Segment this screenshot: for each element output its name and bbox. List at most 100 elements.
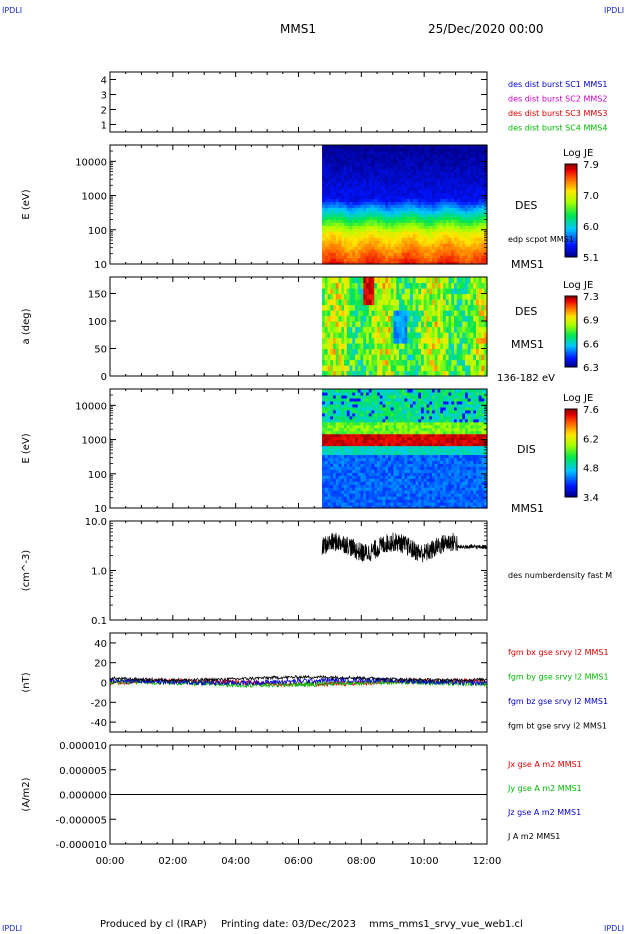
heatmap-cell: [335, 213, 340, 217]
heatmap-cell: [341, 234, 345, 238]
heatmap-cell: [421, 332, 425, 339]
heatmap-cell: [324, 481, 329, 485]
heatmap-cell: [412, 258, 417, 262]
heatmap-cell: [448, 180, 452, 185]
heatmap-cell: [333, 406, 337, 411]
heatmap-cell: [366, 219, 370, 223]
heatmap-cell: [396, 288, 400, 295]
heatmap-cell: [459, 258, 463, 262]
heatmap-cell: [363, 348, 367, 355]
heatmap-cell: [327, 448, 331, 453]
heatmap-cell: [399, 261, 403, 265]
heatmap-cell: [459, 225, 463, 229]
heatmap-cell: [371, 439, 375, 444]
heatmap-cell: [363, 499, 367, 503]
heatmap-cell: [349, 171, 353, 176]
heatmap-cell: [377, 326, 381, 333]
heatmap-cell: [338, 201, 342, 206]
heatmap-cell: [379, 168, 384, 173]
heatmap-cell: [445, 354, 450, 361]
heatmap-cell: [473, 171, 477, 176]
heatmap-cell: [478, 231, 483, 235]
heatmap-cell: [341, 354, 345, 361]
heatmap-cell: [355, 159, 359, 164]
heatmap-cell: [349, 240, 353, 244]
heatmap-cell: [363, 505, 367, 509]
heatmap-cell: [349, 315, 353, 322]
heatmap-cell: [459, 165, 463, 170]
heatmap-cell: [388, 231, 392, 235]
heatmap-cell: [437, 180, 441, 185]
heatmap-cell: [330, 145, 334, 149]
heatmap-cell: [393, 469, 397, 473]
heatmap-cell: [393, 207, 397, 212]
heatmap-cell: [352, 442, 356, 447]
heatmap-cell: [470, 145, 474, 149]
heatmap-cell: [327, 433, 331, 438]
heatmap-cell: [363, 400, 367, 405]
heatmap-cell: [440, 348, 444, 355]
heatmap-cell: [426, 216, 430, 220]
heatmap-cell: [357, 343, 362, 350]
heatmap-cell: [454, 243, 458, 247]
heatmap-cell: [484, 370, 488, 377]
heatmap-cell: [410, 282, 414, 289]
heatmap-cell: [330, 418, 334, 423]
heatmap-cell: [393, 415, 397, 420]
heatmap-cell: [484, 147, 488, 152]
heatmap-cell: [451, 222, 455, 226]
heatmap-cell: [388, 484, 392, 488]
heatmap-cell: [390, 469, 395, 473]
heatmap-cell: [360, 502, 364, 506]
heatmap-cell: [385, 490, 389, 494]
heatmap-cell: [484, 310, 488, 317]
heatmap-cell: [335, 150, 340, 155]
heatmap-cell: [385, 337, 389, 344]
heatmap-cell: [443, 216, 447, 220]
heatmap-cell: [407, 299, 411, 306]
heatmap-cell: [335, 255, 340, 259]
heatmap-cell: [401, 204, 406, 209]
heatmap-cell: [363, 394, 367, 399]
heatmap-cell: [363, 213, 367, 217]
heatmap-cell: [349, 156, 353, 161]
heatmap-cell: [363, 418, 367, 423]
heatmap-cell: [322, 359, 326, 366]
heatmap-cell: [388, 433, 392, 438]
heatmap-cell: [357, 466, 362, 470]
heatmap-cell: [465, 165, 469, 170]
heatmap-cell: [335, 445, 340, 450]
heatmap-cell: [426, 180, 430, 185]
heatmap-cell: [368, 228, 373, 232]
colorbar-tick-label-des_energy: 5.1: [583, 253, 599, 264]
heatmap-cell: [401, 219, 406, 223]
heatmap-cell: [470, 204, 474, 209]
heatmap-cell: [338, 189, 342, 194]
heatmap-cell: [404, 348, 408, 355]
heatmap-cell: [467, 213, 472, 217]
heatmap-cell: [385, 216, 389, 220]
heatmap-cell: [324, 180, 329, 185]
heatmap-cell: [456, 261, 461, 265]
heatmap-cell: [478, 147, 483, 152]
heatmap-cell: [363, 478, 367, 482]
heatmap-cell: [377, 255, 381, 259]
heatmap-cell: [363, 219, 367, 223]
heatmap-cell: [390, 180, 395, 185]
heatmap-cell: [432, 189, 436, 194]
heatmap-cell: [338, 293, 342, 300]
heatmap-cell: [333, 198, 337, 203]
heatmap-cell: [363, 421, 367, 426]
heatmap-cell: [481, 246, 485, 250]
heatmap-cell: [426, 162, 430, 167]
heatmap-cell: [385, 496, 389, 500]
heatmap-cell: [374, 499, 378, 503]
heatmap-cell: [473, 277, 477, 284]
heatmap-cell: [327, 475, 331, 479]
heatmap-cell: [454, 310, 458, 317]
heatmap-cell: [385, 412, 389, 417]
heatmap-cell: [476, 192, 480, 197]
heatmap-cell: [377, 195, 381, 200]
heatmap-cell: [335, 433, 340, 438]
heatmap-cell: [448, 198, 452, 203]
